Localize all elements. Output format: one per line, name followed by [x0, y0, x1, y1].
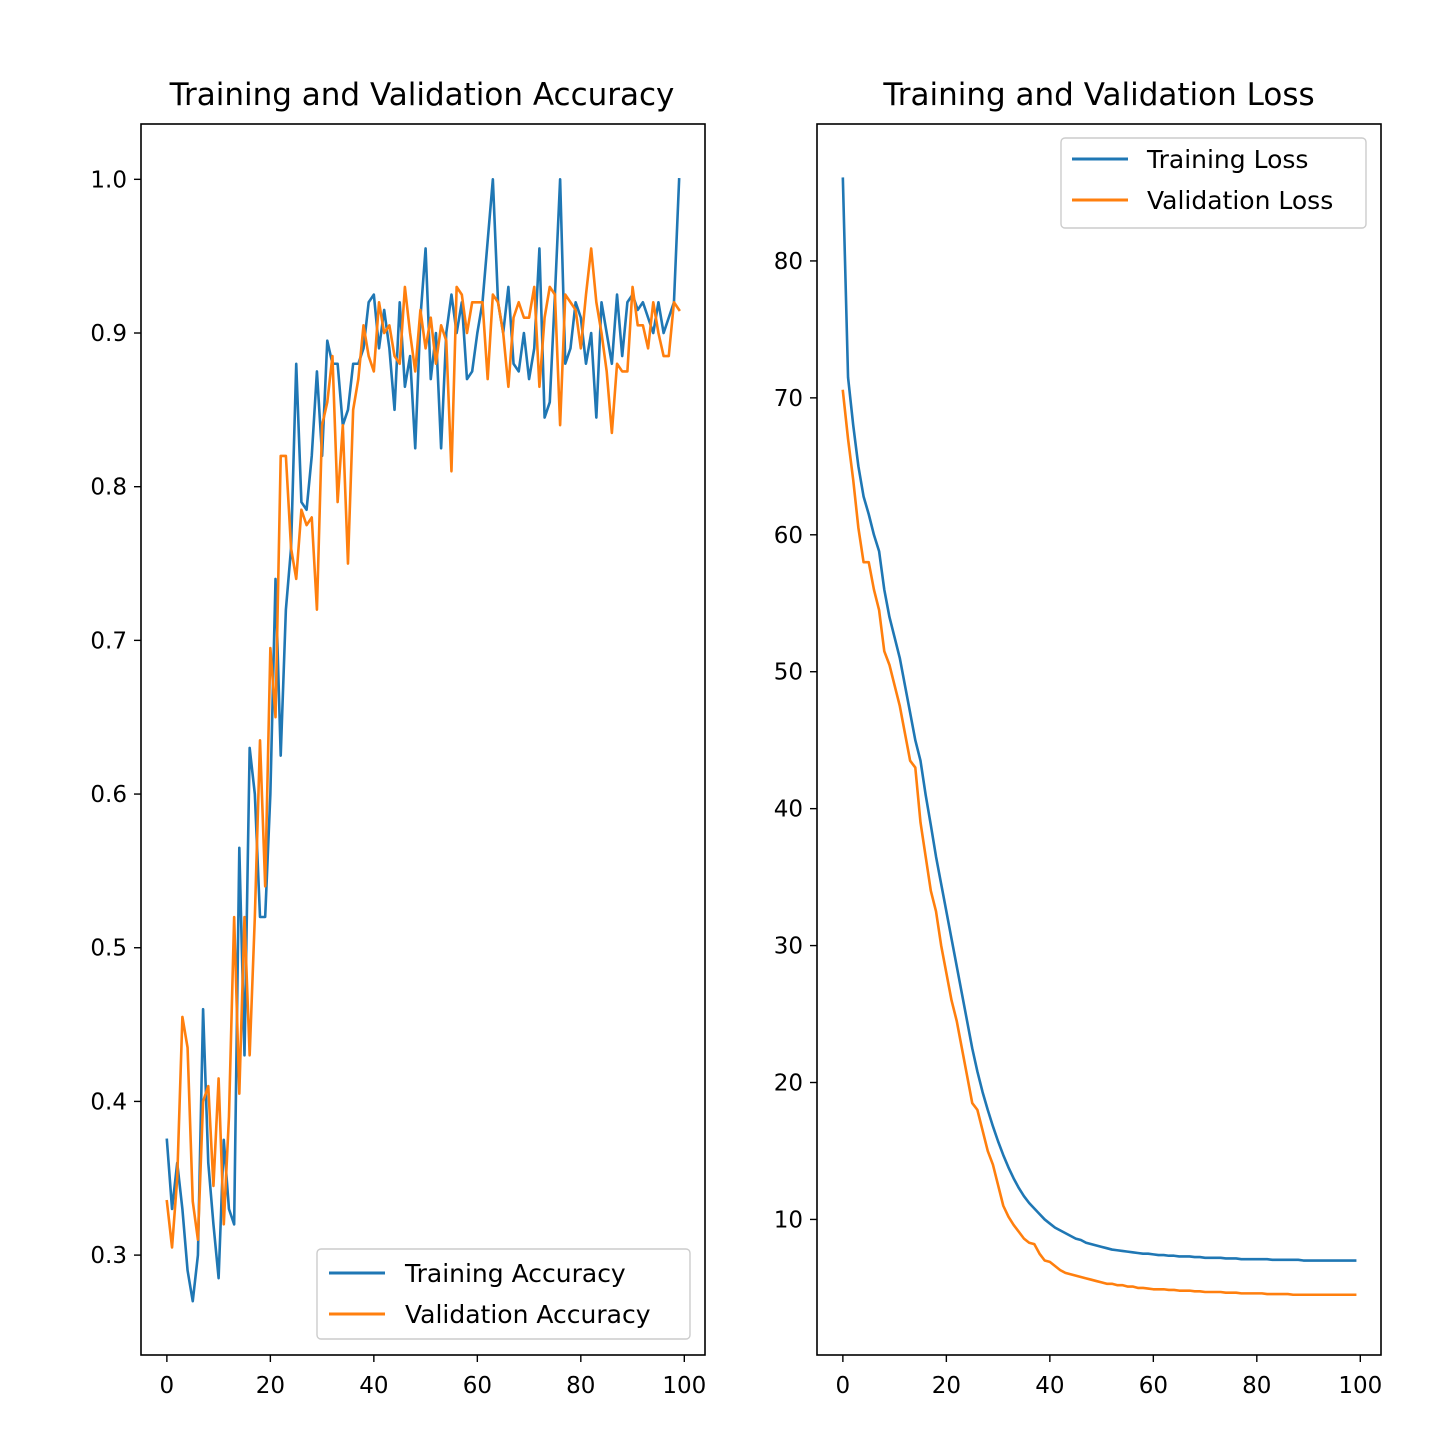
accuracy-y-tick-label: 0.9 [90, 321, 127, 347]
legend-label-validation-loss: Validation Loss [1147, 186, 1333, 215]
accuracy-y-axis: 0.3 0.4 0.5 0.6 0.7 0.8 0.9 1.0 [90, 167, 141, 1269]
accuracy-legend-box [316, 1248, 691, 1340]
loss-y-tick-label: 20 [774, 1071, 803, 1097]
accuracy-y-tick-label: 0.5 [90, 936, 127, 962]
loss-x-tick-label: 40 [1035, 1373, 1064, 1399]
accuracy-y-tick-label: 0.4 [90, 1089, 127, 1115]
accuracy-x-tick-label: 20 [256, 1373, 285, 1399]
series-line-validation-accuracy [165, 247, 681, 1249]
loss-x-tick-label: 0 [836, 1373, 851, 1399]
series-line-validation-loss [841, 389, 1357, 1297]
accuracy-x-axis: 0 20 40 60 80 100 [160, 1355, 706, 1399]
loss-legend-box [1060, 137, 1367, 229]
loss-y-tick-label: 10 [774, 1207, 803, 1233]
loss-series-layer [841, 177, 1357, 1297]
loss-y-tick-label: 80 [774, 249, 803, 275]
legend-label-training-accuracy: Training Accuracy [404, 1259, 626, 1288]
loss-y-tick-label: 50 [774, 660, 803, 686]
accuracy-chart: Training and Validation Accuracy 0 20 40 60… [90, 77, 706, 1399]
loss-legend: Training Loss Validation Loss [1060, 137, 1367, 229]
accuracy-x-tick-label: 40 [359, 1373, 388, 1399]
accuracy-y-tick-label: 0.3 [90, 1243, 127, 1269]
accuracy-x-tick-label: 100 [662, 1373, 706, 1399]
series-line-training-loss [841, 177, 1357, 1262]
accuracy-x-tick-label: 0 [160, 1373, 175, 1399]
loss-x-tick-label: 60 [1139, 1373, 1168, 1399]
loss-x-axis: 0 20 40 60 80 100 [836, 1355, 1382, 1399]
series-line-training-accuracy [165, 177, 681, 1303]
accuracy-chart-title: Training and Validation Accuracy [169, 77, 675, 113]
loss-x-tick-label: 20 [932, 1373, 961, 1399]
accuracy-plot-frame [140, 123, 706, 1356]
loss-x-tick-label: 80 [1242, 1373, 1271, 1399]
loss-plot-frame [816, 123, 1382, 1356]
loss-x-tick-label: 100 [1338, 1373, 1382, 1399]
accuracy-x-tick-label: 80 [566, 1373, 595, 1399]
accuracy-y-tick-label: 0.8 [90, 475, 127, 501]
accuracy-y-tick-label: 1.0 [90, 167, 127, 193]
loss-y-tick-label: 60 [774, 523, 803, 549]
accuracy-legend: Training Accuracy Validation Accuracy [316, 1248, 691, 1340]
legend-label-training-loss: Training Loss [1146, 145, 1308, 174]
loss-y-tick-label: 30 [774, 934, 803, 960]
loss-y-axis: 10 20 30 40 50 60 70 80 [774, 249, 817, 1233]
loss-y-tick-label: 40 [774, 797, 803, 823]
legend-label-validation-accuracy: Validation Accuracy [405, 1300, 651, 1329]
accuracy-y-tick-label: 0.7 [90, 628, 127, 654]
accuracy-x-tick-label: 60 [463, 1373, 492, 1399]
loss-y-tick-label: 70 [774, 386, 803, 412]
accuracy-series-layer [165, 177, 681, 1303]
accuracy-y-tick-label: 0.6 [90, 782, 127, 808]
loss-chart: Training and Validation Loss 0 20 40 60 80 10… [774, 77, 1383, 1399]
loss-chart-title: Training and Validation Loss [882, 77, 1314, 113]
